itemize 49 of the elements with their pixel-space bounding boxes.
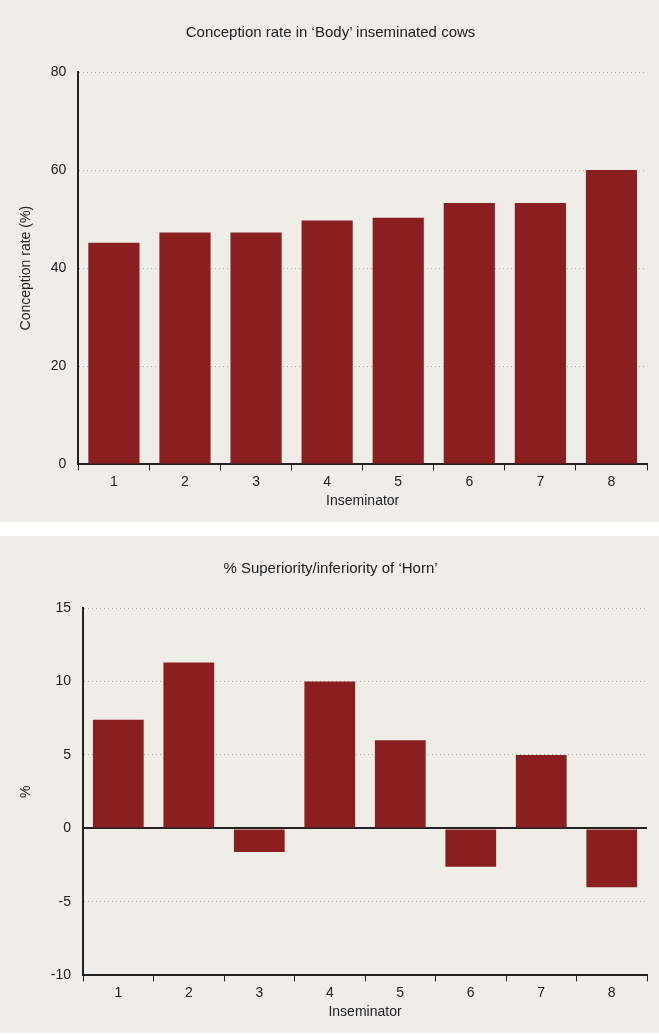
x-axis-title: Inseminator — [328, 1003, 402, 1020]
y-axis-title: % — [17, 785, 34, 798]
x-tick-label: 6 — [466, 983, 475, 1000]
y-tick-label: 80 — [50, 62, 67, 79]
y-tick-label: -10 — [50, 966, 72, 983]
bar — [230, 232, 282, 464]
y-tick-label: 0 — [58, 455, 67, 472]
x-tick-label: 7 — [537, 983, 546, 1000]
bar — [585, 170, 638, 464]
x-tick-label: 4 — [325, 983, 334, 1000]
x-tick-label: 1 — [110, 472, 119, 489]
bar — [163, 662, 215, 828]
bar — [514, 202, 566, 464]
bar — [372, 217, 424, 464]
y-tick-label: 15 — [55, 598, 72, 615]
x-tick-label: 5 — [396, 983, 405, 1000]
bar — [445, 829, 497, 867]
x-tick-label: 2 — [181, 472, 190, 489]
y-tick-label: 5 — [63, 745, 72, 762]
y-tick-label: 10 — [55, 672, 72, 689]
y-tick-label: 0 — [63, 819, 72, 836]
y-axis-title: Conception rate (%) — [17, 205, 34, 331]
bar — [233, 829, 285, 852]
bar — [586, 829, 638, 888]
y-tick-label: 40 — [50, 259, 67, 276]
chart-title: Conception rate in ‘Body’ inseminated cows — [185, 23, 476, 41]
x-tick-label: 8 — [607, 983, 616, 1000]
y-tick-label: 20 — [50, 357, 67, 374]
bar — [92, 719, 144, 828]
bar — [301, 220, 353, 464]
y-tick-label: 60 — [50, 160, 67, 177]
x-tick-label: 7 — [536, 472, 545, 489]
bar — [374, 740, 426, 828]
bar — [443, 202, 495, 464]
x-tick-label: 8 — [607, 472, 616, 489]
chart-title: % Superiority/inferiority of ‘Horn’ — [223, 559, 438, 577]
x-tick-label: 4 — [323, 472, 332, 489]
x-tick-label: 1 — [114, 983, 123, 1000]
bar — [159, 232, 211, 464]
y-tick-label: -5 — [58, 892, 72, 909]
bar — [88, 242, 140, 464]
x-tick-label: 3 — [252, 472, 261, 489]
x-tick-label: 5 — [394, 472, 403, 489]
bar — [304, 681, 356, 828]
x-tick-label: 3 — [255, 983, 264, 1000]
x-tick-label: 2 — [184, 983, 193, 1000]
x-tick-label: 6 — [465, 472, 474, 489]
bar — [515, 754, 567, 828]
x-axis-title: Inseminator — [326, 492, 400, 509]
